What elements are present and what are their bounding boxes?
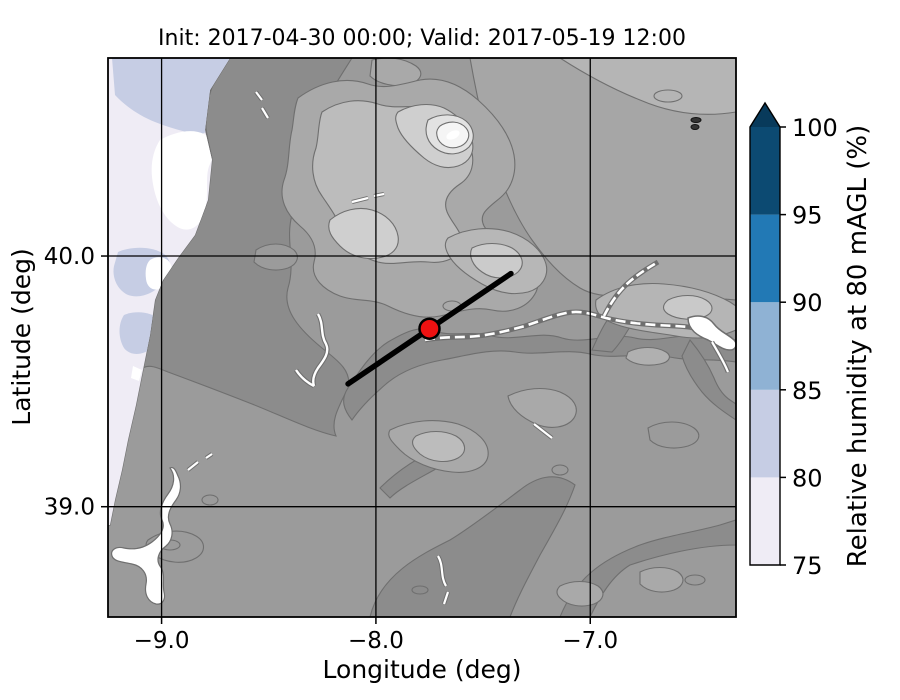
water-dashes bbox=[187, 91, 553, 605]
mountain-ridge-l3b bbox=[328, 207, 399, 260]
colorbar-tick-label: 100 bbox=[792, 114, 838, 142]
river-valley-bottom-center bbox=[369, 476, 576, 617]
dark-feature-2 bbox=[690, 124, 700, 130]
y-tick-label: 40.0 bbox=[44, 244, 95, 270]
contour-squiggle-8 bbox=[411, 585, 429, 595]
colorbar-tick-label: 75 bbox=[792, 552, 823, 580]
colorbar-segment bbox=[750, 127, 780, 215]
contour-squiggle-6 bbox=[551, 464, 569, 476]
colorbar-segment bbox=[750, 302, 780, 390]
colorbar-segment bbox=[750, 477, 780, 565]
contour-squiggle-5 bbox=[647, 421, 700, 449]
upland-patch-small bbox=[625, 346, 670, 366]
colorbar-tick-label: 95 bbox=[792, 202, 823, 230]
site-marker bbox=[418, 317, 441, 340]
annotations bbox=[345, 270, 514, 387]
axes-frame bbox=[107, 57, 737, 618]
river-branch-bottom-right bbox=[559, 519, 736, 617]
colorbar-extend-arrow bbox=[750, 103, 780, 127]
upland-patch-east-inner bbox=[662, 294, 713, 320]
lowland-island bbox=[253, 243, 298, 271]
upland-top-band bbox=[558, 58, 736, 115]
colorbar-segment bbox=[750, 214, 780, 303]
plot-title: Init: 2017-04-30 00:00; Valid: 2017-05-1… bbox=[158, 26, 686, 51]
foothill-patch-3 bbox=[556, 580, 604, 607]
x-tick-label: −8.0 bbox=[348, 628, 404, 654]
colorbar-ticks: 75 80 85 90 95 100 bbox=[780, 114, 838, 580]
colorbar-segment bbox=[750, 389, 780, 478]
rh-clear-patch-1 bbox=[151, 131, 214, 230]
rh-clear-patch-3 bbox=[131, 366, 142, 381]
x-tick-label: −7.0 bbox=[562, 628, 618, 654]
y-axis-label: Latitude (deg) bbox=[7, 248, 36, 425]
x-tick-label: −9.0 bbox=[134, 628, 190, 654]
contour-squiggle-3 bbox=[201, 494, 219, 506]
river-branch bbox=[602, 260, 659, 317]
colorbar-tick-label: 90 bbox=[792, 289, 823, 317]
foothill-patch-4 bbox=[639, 566, 684, 593]
colorbar-label: Relative humidity at 80 mAGL (%) bbox=[843, 125, 873, 567]
dark-feature-1 bbox=[690, 117, 702, 123]
colorbar: 75 80 85 90 95 100 Relative humidity at 80 mA… bbox=[749, 101, 873, 580]
contour-squiggle-9 bbox=[653, 89, 683, 103]
grid-lines bbox=[108, 58, 736, 617]
x-axis-ticks: −9.0 −8.0 −7.0 bbox=[134, 617, 618, 654]
x-axis-label: Longitude (deg) bbox=[323, 655, 522, 684]
colorbar-tick-label: 80 bbox=[792, 464, 823, 492]
valley-branch-se bbox=[681, 339, 736, 421]
colorbar-outline bbox=[749, 101, 781, 566]
river-main bbox=[424, 310, 696, 342]
map-area bbox=[108, 58, 736, 617]
river-spur bbox=[711, 341, 730, 373]
colorbar-tick-label: 85 bbox=[792, 377, 823, 405]
contour-squiggle-7 bbox=[684, 574, 706, 586]
mountain-peak-core bbox=[446, 130, 460, 140]
mountain-se-cluster-inner bbox=[470, 242, 523, 279]
y-tick-label: 39.0 bbox=[44, 495, 95, 521]
colorbar-segments bbox=[749, 101, 781, 566]
y-axis-ticks: 40.0 39.0 bbox=[44, 244, 108, 521]
river-zigzag bbox=[295, 313, 329, 388]
foothill-patch-1-inner bbox=[411, 430, 466, 463]
foothill-patch-2 bbox=[507, 387, 577, 428]
